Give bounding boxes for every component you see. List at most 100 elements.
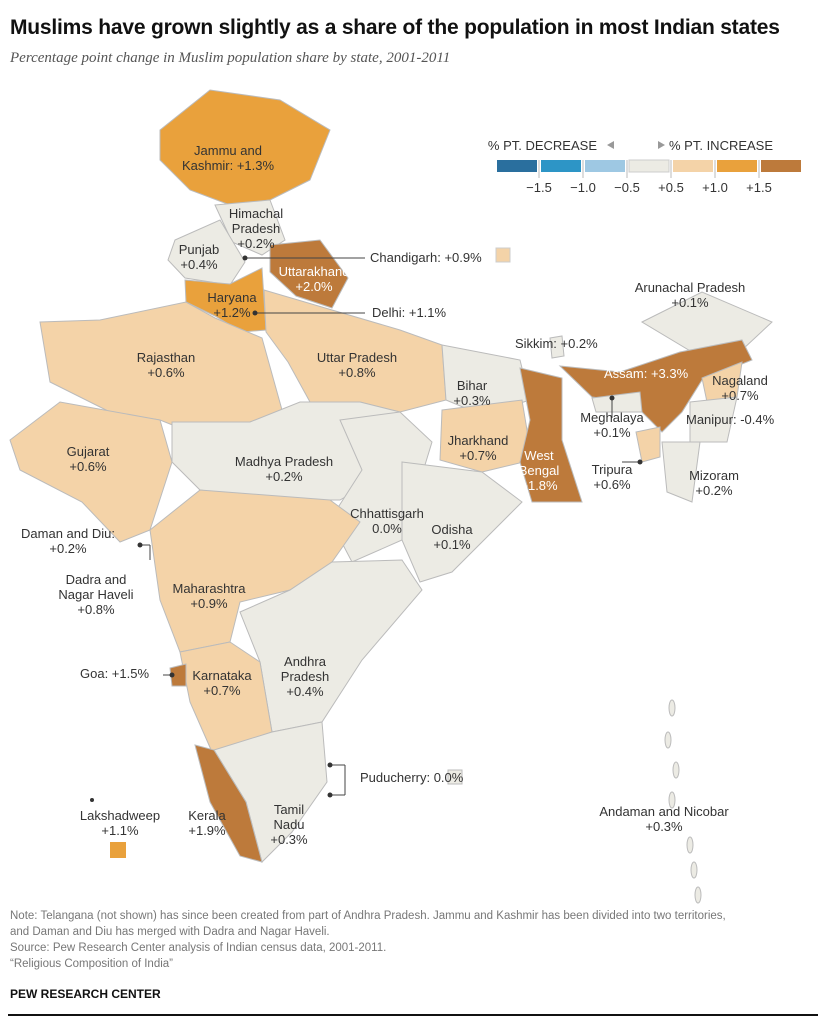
chart-title: Muslims have grown slightly as a share o… [10, 16, 780, 39]
label-jharkhand: Jharkhand +0.7% [448, 433, 509, 463]
label-sikkim: Sikkim: +0.2% [515, 336, 598, 351]
label-line: Manipur: -0.4% [686, 412, 775, 427]
location-dot [169, 672, 175, 678]
label-haryana: Haryana +1.2% [207, 290, 257, 320]
label-line: +0.1% [433, 537, 471, 552]
label-line: +0.2% [237, 236, 275, 251]
legend-tick-label: +0.5 [658, 180, 684, 195]
legend-swatch [497, 160, 537, 172]
state-goa[interactable] [169, 663, 187, 687]
label-andhra-pradesh: Andhra Pradesh +0.4% [281, 654, 329, 699]
island-andaman [668, 791, 676, 809]
label-daman-and-diu: Daman and Diu: +0.2% [21, 526, 115, 556]
label-line: Nadu [273, 817, 304, 832]
label-line: Dadra and [66, 572, 127, 587]
label-line: +1.1% [101, 823, 139, 838]
label-line: Madhya Pradesh [235, 454, 333, 469]
label-goa: Goa: +1.5% [80, 666, 149, 681]
label-line: +2.0% [295, 279, 333, 294]
state-manipur[interactable] [689, 396, 738, 443]
label-assam: Assam: +3.3% [604, 366, 689, 381]
label-line: +1.9% [188, 823, 226, 838]
label-line: Pradesh [232, 221, 280, 236]
label-line: +0.3% [645, 819, 683, 834]
label-line: Daman and Diu: [21, 526, 115, 541]
label-line: +0.4% [180, 257, 218, 272]
label-line: Lakshadweep [80, 808, 160, 823]
label-punjab: Punjab +0.4% [179, 242, 219, 272]
label-line: Haryana [207, 290, 257, 305]
label-puducherry: Puducherry: 0.0% [360, 770, 464, 785]
state-sikkim[interactable] [549, 335, 565, 359]
label-line: Assam: +3.3% [604, 366, 689, 381]
legend-increase-label: % PT. INCREASE [669, 138, 773, 153]
label-maharashtra: Maharashtra +0.9% [173, 581, 247, 611]
label-line: Andaman and Nicobar [599, 804, 729, 819]
label-lakshadweep: Lakshadweep +1.1% [80, 808, 160, 838]
chart-subtitle: Percentage point change in Muslim popula… [10, 50, 451, 66]
label-line: +0.7% [459, 448, 497, 463]
label-line: +0.3% [453, 393, 491, 408]
label-dadra-and-nagar-haveli: Dadra and Nagar Haveli +0.8% [58, 572, 133, 617]
arrow-left-icon [607, 141, 614, 149]
chandigarh-swatch [495, 247, 511, 263]
legend-swatch [761, 160, 801, 172]
label-line: Jammu and [194, 143, 262, 158]
legend: % PT. DECREASE % PT. INCREASE −1.5 −1.0 −0.5… [488, 138, 801, 195]
legend-decrease-label: % PT. DECREASE [488, 138, 597, 153]
label-line: +0.6% [147, 365, 185, 380]
label-line: Karnataka [192, 668, 252, 683]
legend-swatch [628, 159, 670, 173]
state-arunachal-pradesh[interactable] [640, 291, 773, 353]
label-line: Bihar [457, 378, 488, 393]
island-andaman [690, 861, 698, 879]
state-uttarakhand[interactable] [269, 239, 349, 309]
label-line: Odisha [431, 522, 473, 537]
location-dot [327, 762, 333, 768]
note-line: Note: Telangana (not shown) has since be… [10, 910, 726, 922]
label-chhattisgarh: Chhattisgarh 0.0% [350, 506, 424, 536]
label-kerala: Kerala +1.9% [188, 808, 226, 838]
label-line: Nagaland [712, 373, 768, 388]
label-manipur: Manipur: -0.4% [686, 412, 775, 427]
label-line: Sikkim: +0.2% [515, 336, 598, 351]
state-jharkhand[interactable] [439, 399, 533, 473]
label-chandigarh: Chandigarh: +0.9% [370, 250, 482, 265]
location-dot [252, 310, 258, 316]
legend-tick-label: −0.5 [614, 180, 640, 195]
location-dot [327, 792, 333, 798]
arrow-right-icon [658, 141, 665, 149]
island-andaman [694, 886, 702, 904]
state-west-bengal[interactable] [519, 367, 583, 503]
legend-tick-label: +1.5 [746, 180, 772, 195]
state-meghalaya[interactable] [591, 391, 643, 413]
label-line: +0.7% [721, 388, 759, 403]
note-line: and Daman and Diu has merged with Dadra … [10, 926, 330, 938]
label-west-bengal: West Bengal +1.8% [519, 448, 560, 493]
legend-tick-label: −1.0 [570, 180, 596, 195]
label-line: Gujarat [67, 444, 110, 459]
label-gujarat: Gujarat +0.6% [67, 444, 110, 474]
state-odisha[interactable] [401, 461, 523, 583]
label-line: 0.0% [372, 521, 402, 536]
label-line: Jharkhand [448, 433, 509, 448]
label-line: Tripura [592, 462, 633, 477]
label-line: Punjab [179, 242, 219, 257]
label-mizoram: Mizoram +0.2% [689, 468, 739, 498]
location-dot [137, 542, 143, 548]
state-mizoram[interactable] [661, 441, 701, 503]
state-kerala[interactable] [194, 744, 263, 863]
label-line: Kerala [188, 808, 226, 823]
island-andaman [668, 699, 676, 717]
divider [8, 1014, 818, 1016]
label-line: +0.4% [286, 684, 324, 699]
label-line: Chhattisgarh [350, 506, 424, 521]
label-nagaland: Nagaland +0.7% [712, 373, 768, 403]
legend-swatch [717, 160, 757, 172]
state-tripura[interactable] [635, 426, 661, 463]
label-line: +0.2% [265, 469, 303, 484]
state-shapes [9, 89, 773, 863]
label-line: Meghalaya [580, 410, 644, 425]
label-bihar: Bihar +0.3% [453, 378, 491, 408]
state-jammu-and-kashmir[interactable] [159, 89, 331, 206]
